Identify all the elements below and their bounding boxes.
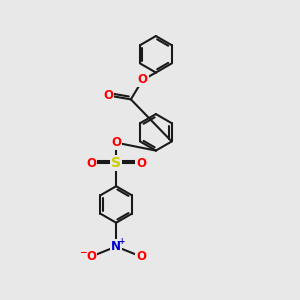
Text: O: O [86, 157, 96, 170]
Text: S: S [111, 156, 121, 170]
Text: O: O [136, 157, 146, 170]
Text: O: O [86, 250, 96, 263]
Text: −: − [79, 248, 86, 257]
Text: O: O [111, 136, 121, 149]
Text: +: + [118, 237, 125, 246]
Text: O: O [103, 89, 113, 102]
Text: O: O [138, 74, 148, 86]
Text: O: O [136, 250, 146, 263]
Text: N: N [111, 240, 121, 253]
